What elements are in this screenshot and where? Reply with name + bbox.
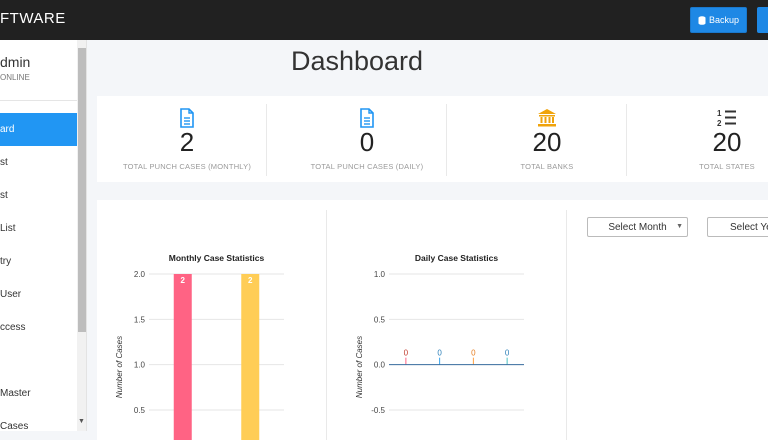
bar: [173, 274, 192, 440]
y-axis-label: Number of Cases: [115, 336, 124, 398]
ordered-list-icon: 1 2: [717, 109, 736, 128]
chart-divider: [566, 210, 567, 440]
select-year-value: Select Ye: [730, 221, 768, 233]
sidebar-item-dashboard[interactable]: ard: [0, 113, 77, 146]
stat-divider: [626, 104, 627, 176]
sidebar-item-label: st: [0, 190, 8, 201]
stat-value: 20: [712, 127, 742, 157]
y-tick-label: 0.5: [134, 406, 146, 415]
sidebar-item-label: Cases: [0, 421, 29, 431]
stat-value: 20: [532, 127, 562, 157]
sidebar-divider: [0, 100, 77, 101]
y-tick-label: 0.5: [374, 315, 386, 324]
y-tick-label: 1.0: [374, 270, 386, 279]
sidebar-item-list-3[interactable]: List: [0, 212, 77, 245]
page-title: Dashboard: [290, 46, 424, 76]
user-status: ONLINE: [0, 73, 30, 82]
backup-label: Backup: [708, 15, 740, 25]
chart-divider: [326, 210, 327, 440]
top-navbar: FTWARE Backup: [0, 0, 768, 40]
scrollbar-thumb[interactable]: [78, 48, 86, 332]
bank-icon: [538, 109, 556, 127]
user-name: dmin: [0, 54, 31, 70]
monthly-case-chart: Monthly Case Statistics Number of Cases 2.…: [115, 253, 284, 440]
charts-panel: Monthly Case Statistics Number of Cases 2.…: [97, 200, 768, 440]
y-tick-label: 1.5: [134, 315, 146, 324]
data-label: 0: [505, 349, 510, 358]
sidebar: dmin ONLINE ard st st List try User cces…: [0, 40, 87, 431]
app-brand[interactable]: FTWARE: [0, 10, 66, 27]
database-icon: [698, 15, 706, 25]
data-label: 0: [471, 349, 476, 358]
sidebar-item-label: ard: [0, 124, 15, 135]
sidebar-item-access[interactable]: ccess: [0, 311, 77, 344]
sidebar-item-user[interactable]: User: [0, 278, 77, 311]
chart-title: Daily Case Statistics: [415, 253, 498, 263]
sidebar-item-label: Master: [0, 388, 31, 399]
sidebar-item-list-1[interactable]: st: [0, 146, 77, 179]
stat-label: TOTAL PUNCH CASES (DAILY): [310, 162, 424, 171]
daily-case-chart: Daily Case Statistics Number of Cases 1.0 0…: [355, 253, 524, 415]
sidebar-item-label: st: [0, 157, 8, 168]
select-year-dropdown[interactable]: Select Ye: [707, 217, 768, 237]
data-label: 0: [437, 349, 442, 358]
svg-text:1: 1: [717, 109, 722, 118]
stat-total-banks: 20 TOTAL BANKS: [457, 96, 637, 182]
stat-value: 2: [179, 127, 195, 157]
stat-daily-cases: 0 TOTAL PUNCH CASES (DAILY): [277, 96, 457, 182]
chart-title: Monthly Case Statistics: [169, 253, 265, 263]
sidebar-item-label: List: [0, 223, 16, 234]
stat-label: TOTAL PUNCH CASES (MONTHLY): [122, 162, 252, 171]
sidebar-item-label: User: [0, 289, 22, 300]
sidebar-item-cases[interactable]: Cases: [0, 410, 77, 431]
y-tick-label: -0.5: [371, 406, 385, 415]
document-icon: [180, 108, 194, 128]
stat-label: TOTAL STATES: [699, 162, 755, 171]
select-month-dropdown[interactable]: Select Month ▼: [587, 217, 688, 237]
y-tick-label: 2.0: [134, 270, 146, 279]
backup-button[interactable]: Backup: [690, 7, 747, 33]
stats-panel: 2 TOTAL PUNCH CASES (MONTHLY) 0 TOTAL PU…: [97, 96, 768, 182]
sidebar-scrollbar[interactable]: ▼: [77, 40, 86, 431]
toolbar-extra-button[interactable]: [757, 7, 768, 33]
svg-text:2: 2: [717, 119, 722, 128]
sidebar-item-label: try: [0, 256, 12, 267]
stat-monthly-cases: 2 TOTAL PUNCH CASES (MONTHLY): [97, 96, 277, 182]
sidebar-item-entry[interactable]: try: [0, 245, 77, 278]
bar: [241, 274, 260, 440]
scroll-down-arrow-icon[interactable]: ▼: [78, 418, 85, 425]
y-axis-label: Number of Cases: [355, 336, 364, 398]
sidebar-item-label: ccess: [0, 322, 26, 333]
sidebar-item-master[interactable]: Master: [0, 377, 77, 410]
y-tick-label: 1.0: [134, 361, 146, 370]
data-label: 0: [404, 349, 409, 358]
data-label: 2: [181, 276, 186, 285]
document-icon: [360, 108, 374, 128]
y-tick-label: 0.0: [374, 361, 386, 370]
chevron-down-icon: ▼: [676, 223, 683, 230]
stat-divider: [446, 104, 447, 176]
data-label: 2: [248, 276, 253, 285]
sidebar-item-list-2[interactable]: st: [0, 179, 77, 212]
stat-label: TOTAL BANKS: [520, 162, 574, 171]
stat-divider: [266, 104, 267, 176]
select-month-value: Select Month: [608, 221, 667, 233]
stat-total-states: 1 2 20 TOTAL STATES: [637, 96, 768, 182]
stat-value: 0: [359, 127, 375, 157]
